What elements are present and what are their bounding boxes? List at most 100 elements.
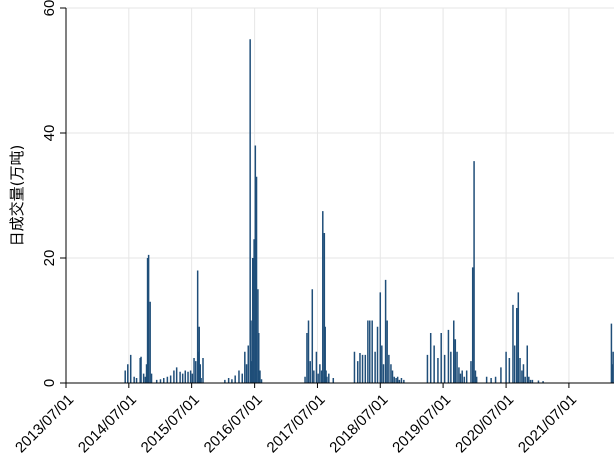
bar xyxy=(195,361,197,383)
bar xyxy=(388,354,390,383)
bar xyxy=(332,378,335,383)
bar xyxy=(447,329,450,383)
bar xyxy=(398,379,401,383)
bar xyxy=(359,353,361,383)
bar xyxy=(513,345,516,383)
bar xyxy=(150,373,153,383)
bar xyxy=(325,370,327,383)
bar xyxy=(475,376,478,383)
bar xyxy=(542,381,544,383)
bar xyxy=(307,320,310,383)
bar xyxy=(537,380,540,383)
bar xyxy=(374,351,376,383)
bar xyxy=(258,333,260,383)
bar xyxy=(384,279,387,383)
x-tick-label: 2018/07/01 xyxy=(326,391,391,456)
x-tick-label: 2013/07/01 xyxy=(12,391,77,456)
bar xyxy=(516,308,518,383)
bar xyxy=(234,375,236,383)
bar xyxy=(163,378,165,383)
bar xyxy=(443,354,446,383)
bar xyxy=(159,379,162,383)
bar xyxy=(224,379,226,383)
bar xyxy=(181,373,184,383)
bar xyxy=(249,39,251,383)
bar xyxy=(313,370,315,383)
bar xyxy=(200,378,202,383)
bar xyxy=(139,358,141,383)
bar xyxy=(179,371,181,383)
bar xyxy=(251,361,253,383)
bar xyxy=(454,339,457,383)
bar xyxy=(184,370,187,383)
bar xyxy=(311,289,314,383)
bar xyxy=(260,379,263,383)
bar xyxy=(508,358,511,383)
bar xyxy=(145,364,148,383)
bar xyxy=(245,364,248,383)
bar xyxy=(251,258,254,383)
x-tick-label: 2021/07/01 xyxy=(515,391,580,456)
bar xyxy=(461,370,463,383)
bar xyxy=(391,370,394,383)
bar xyxy=(456,351,458,383)
bar xyxy=(133,376,135,383)
bar xyxy=(400,378,403,383)
bar xyxy=(144,376,147,383)
bar xyxy=(519,358,521,383)
bar xyxy=(322,211,324,383)
bar xyxy=(149,301,151,383)
axes: 02040602013/07/012014/07/012015/07/01201… xyxy=(12,0,614,456)
x-tick-label: 2015/07/01 xyxy=(138,391,203,456)
bar xyxy=(241,373,243,383)
bar xyxy=(528,376,530,383)
bar xyxy=(485,376,488,383)
bar xyxy=(531,379,534,383)
bar xyxy=(196,270,199,383)
bar xyxy=(463,376,466,383)
bar xyxy=(371,320,373,383)
bar xyxy=(227,378,230,383)
bar xyxy=(202,358,204,383)
bar xyxy=(376,326,379,383)
bar xyxy=(610,323,613,383)
bar xyxy=(403,379,405,383)
bar xyxy=(450,351,452,383)
y-tick-label: 60 xyxy=(41,0,58,16)
y-tick-label: 40 xyxy=(41,125,58,142)
bar xyxy=(429,333,432,383)
bar xyxy=(309,361,311,383)
bar xyxy=(437,358,439,383)
bar xyxy=(379,292,382,383)
bar xyxy=(328,373,330,383)
bar xyxy=(382,364,385,383)
bar xyxy=(453,320,455,383)
bar xyxy=(127,364,129,383)
bar xyxy=(155,379,158,383)
bar xyxy=(364,354,367,383)
bar xyxy=(140,356,142,383)
bar xyxy=(356,361,359,383)
bar xyxy=(255,176,258,383)
bar xyxy=(173,370,175,383)
bar xyxy=(396,376,399,383)
bar xyxy=(517,292,520,383)
bar xyxy=(244,351,246,383)
bar xyxy=(473,161,475,383)
bar xyxy=(458,367,460,383)
bar xyxy=(317,373,319,383)
bar xyxy=(505,351,507,383)
bar xyxy=(361,354,364,383)
bar xyxy=(440,333,442,383)
bar xyxy=(500,367,502,383)
bar xyxy=(146,258,149,383)
bar xyxy=(315,351,318,383)
bar xyxy=(231,379,233,383)
y-tick-label: 20 xyxy=(41,250,58,267)
bar xyxy=(381,345,383,383)
bar xyxy=(465,370,468,383)
bar xyxy=(254,145,257,383)
bar xyxy=(169,375,172,383)
bar xyxy=(320,370,323,383)
